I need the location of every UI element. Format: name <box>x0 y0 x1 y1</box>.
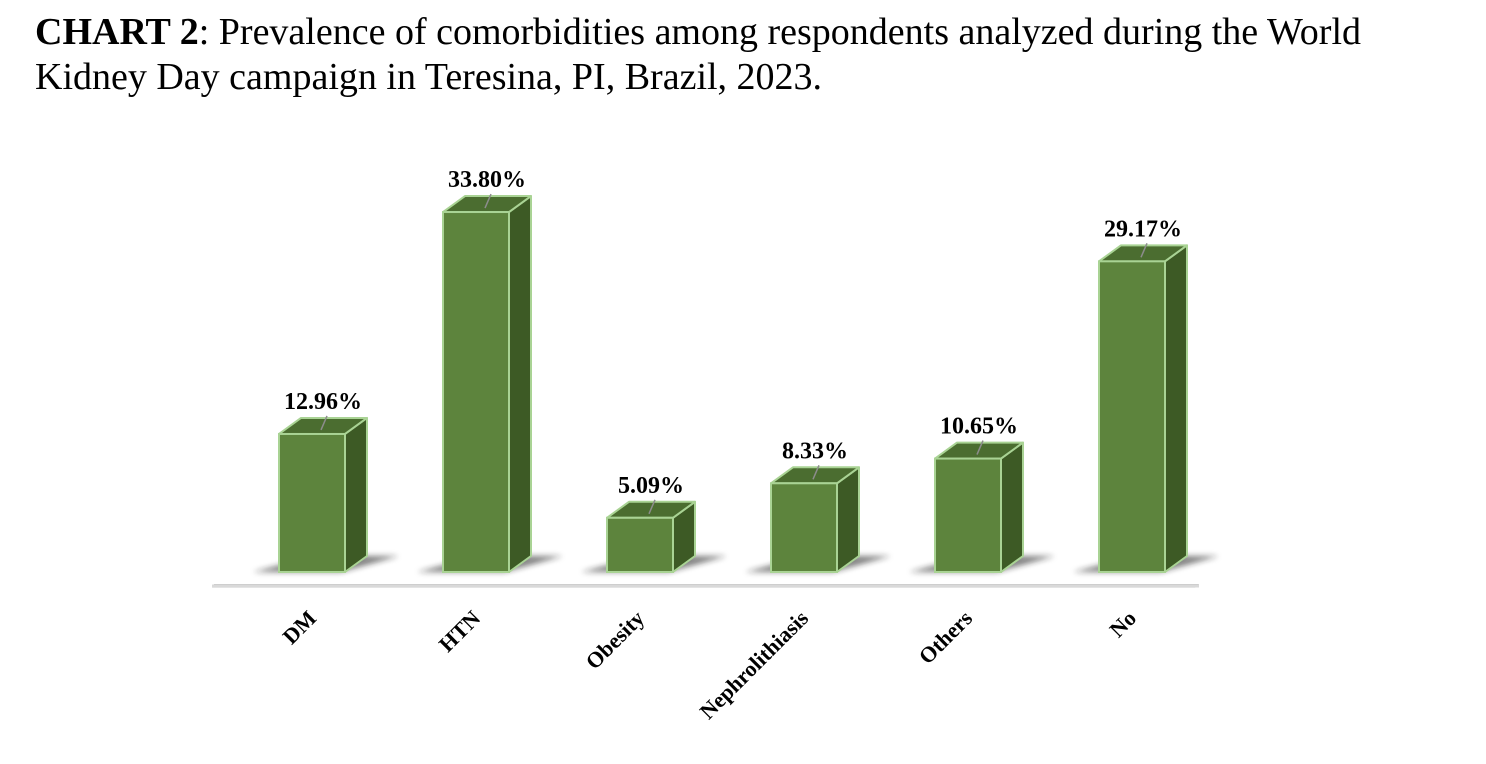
bar-no <box>1073 243 1219 573</box>
x-axis-labels: DM HTN Obesity Nephrolithiasis Others No <box>278 605 1142 724</box>
data-label: 10.65% <box>940 414 1018 440</box>
data-label-leader <box>648 499 656 515</box>
bar-side-face <box>1000 441 1024 573</box>
data-label-leader <box>976 440 984 455</box>
data-label-leader <box>484 193 492 209</box>
data-label-leader <box>1140 243 1148 258</box>
data-label: 12.96% <box>284 389 362 415</box>
bar-front-face <box>934 457 1002 574</box>
bar-dm <box>253 415 399 574</box>
chart-floor <box>212 584 1199 588</box>
data-label: 33.80% <box>448 167 526 193</box>
bar-others <box>909 440 1055 574</box>
x-tick-label: Others <box>914 605 978 669</box>
x-tick-label: No <box>1104 605 1141 642</box>
chart-caption: CHART 2: Prevalence of comorbidities amo… <box>35 10 1465 100</box>
bar-side-face <box>508 195 532 573</box>
bar-side-face <box>344 416 368 573</box>
x-tick-label: DM <box>278 605 322 649</box>
data-label: 29.17% <box>1104 216 1182 242</box>
data-label-leader <box>812 464 820 480</box>
caption-label: CHART 2 <box>35 11 199 53</box>
x-tick-label: Nephrolithiasis <box>695 605 814 724</box>
bar-obesity <box>581 499 727 574</box>
x-tick-label: HTN <box>434 605 485 656</box>
caption-text: : Prevalence of comorbidities among resp… <box>35 11 1362 98</box>
data-label-leader <box>320 415 328 431</box>
bar-front-face <box>278 432 346 574</box>
bar-front-face <box>770 482 838 573</box>
x-tick-label: Obesity <box>580 605 649 674</box>
bar-front-face <box>1098 260 1166 573</box>
data-label: 5.09% <box>618 473 684 499</box>
bar-side-face <box>836 466 860 573</box>
bar-htn <box>417 193 563 573</box>
bar-nephrolithiasis <box>745 464 891 573</box>
data-label: 8.33% <box>782 438 848 464</box>
bar-front-face <box>442 211 510 573</box>
bar-front-face <box>606 516 674 574</box>
bar-side-face <box>1164 244 1188 573</box>
bar-series <box>253 193 1219 574</box>
data-labels: 12.96% 33.80% 5.09% 8.33% 10.65% 29.17% <box>284 167 1182 499</box>
